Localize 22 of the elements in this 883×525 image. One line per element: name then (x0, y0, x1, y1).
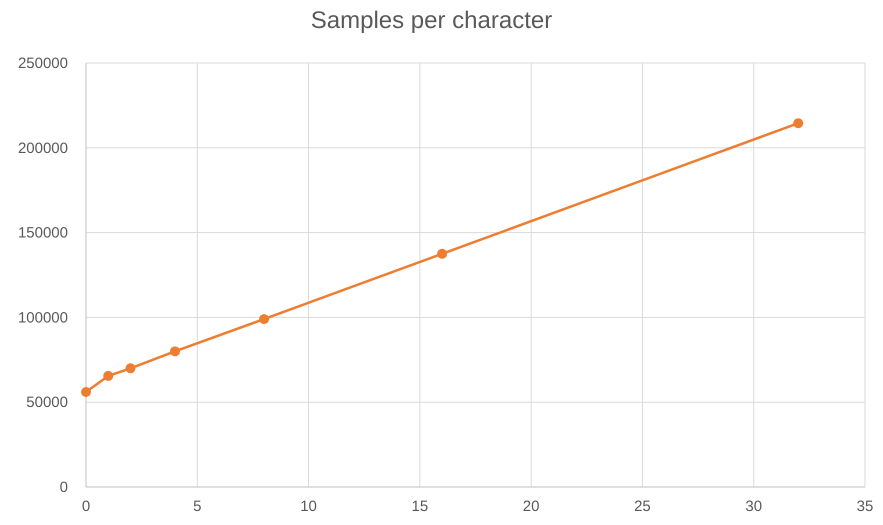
x-tick-label: 20 (522, 498, 540, 515)
point (793, 118, 804, 128)
chart-title: Samples per character (310, 7, 552, 34)
y-tick-label: 150000 (18, 224, 68, 242)
y-tick-label: 200000 (18, 140, 68, 157)
x-tick-label: 30 (745, 498, 762, 515)
x-tick-label: 0 (82, 498, 90, 515)
point (126, 363, 136, 374)
y-tick-label: 50000 (26, 394, 68, 412)
x-tick-label: 10 (300, 498, 317, 515)
x-tick-label: 15 (412, 498, 428, 515)
y-tick-label: 250000 (18, 55, 68, 72)
point (103, 370, 114, 381)
x-tick-label: 35 (856, 498, 874, 515)
point (170, 346, 180, 356)
point (437, 248, 448, 259)
x-tick-label: 25 (634, 498, 651, 515)
point (259, 314, 270, 324)
point (81, 387, 91, 398)
x-tick-label: 5 (193, 498, 202, 515)
y-tick-label: 100000 (18, 309, 68, 326)
y-tick-label: 0 (60, 479, 68, 496)
